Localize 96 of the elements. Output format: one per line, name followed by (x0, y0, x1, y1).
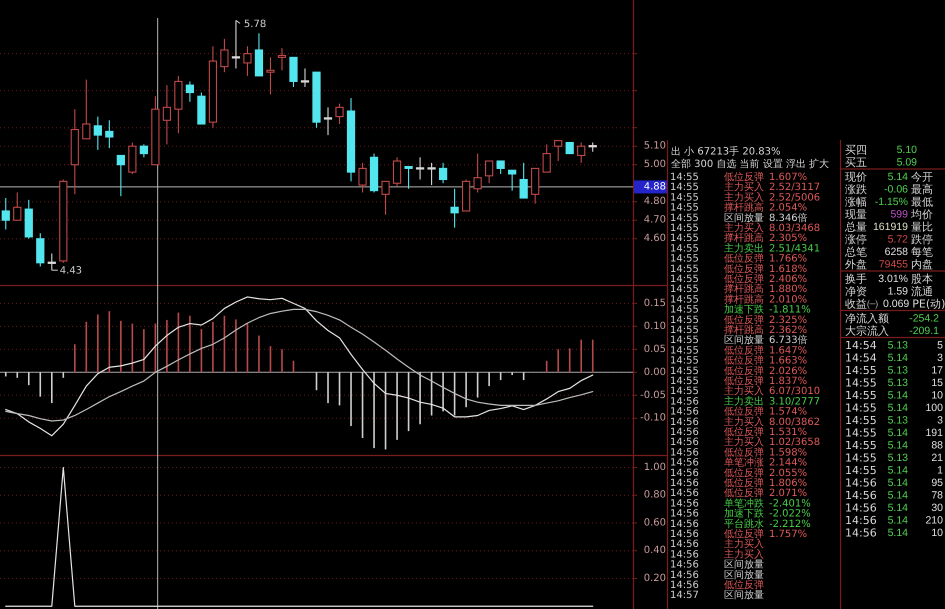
text: 总笔 6258 每笔 (845, 246, 933, 258)
text: 总量 161919 量比 (844, 220, 933, 234)
ref-line-label: 4.88 (644, 181, 666, 192)
text: 现量 599 均价 (845, 208, 933, 221)
annotation: 5.78 (244, 18, 266, 30)
text: 买五 5.09 (845, 156, 917, 169)
text: 14:55 加速下跌 -1.811% (670, 304, 811, 316)
text: 14:55 主力卖出 2.51/4341 (670, 243, 820, 254)
text: 14:56 5.14 95 (845, 476, 943, 490)
y-tick-label: 5.10 (644, 140, 666, 152)
text: 14:56 低位反弹 1.598% (670, 447, 808, 458)
text: 14:55 5.13 17 (845, 364, 943, 377)
text: 外盘 79455 内盘 (845, 258, 933, 271)
text: 换手 3.01% 股本 (845, 272, 933, 286)
text: 14:56 单笔冲跌 -2.401% (670, 498, 811, 510)
text: 14:56 低位反弹 2.055% (670, 468, 808, 479)
text: 14:56 主力买入 1.02/3658 (670, 437, 820, 448)
text: 14:55 5.13 15 (845, 376, 943, 390)
text: 14:56 低位反弹 (670, 580, 764, 591)
text: 14:56 低位反弹 1.574% (670, 406, 808, 418)
text: 14:55 5.13 21 (845, 452, 943, 464)
text: 14:55 低位反弹 1.766% (670, 254, 808, 265)
text: 收益㈠ 0.069 PE(动) (845, 298, 945, 310)
text: 14:55 低位反弹 1.607% (670, 172, 808, 183)
text: 14:56 加速下跌 -2.022% (670, 508, 811, 520)
text: 14:55 撑杆跳高 1.880% (670, 284, 808, 296)
y-tick-label: 0.60 (644, 517, 666, 528)
text: 14:56 主力买入 (670, 539, 764, 550)
text: 14:54 5.14 3 (845, 352, 943, 364)
text: 涨停 5.72 跌停 (845, 233, 933, 246)
text: 出 小 67213手 20.83% (671, 146, 780, 158)
text: 14:56 低位反弹 1.531% (670, 427, 808, 438)
y-tick-label: 0.15 (644, 298, 666, 309)
annotation: 4.43 (51, 266, 82, 277)
text: 14:55 撑杆跳高 2.305% (670, 233, 808, 244)
text: 14:55 区间放量 8.346倍 (670, 212, 808, 224)
text: 14:55 低位反弹 2.406% (670, 274, 808, 285)
text: 涨跌 -0.06 最高 (845, 183, 933, 196)
text: 14:55 低位反弹 1.837% (670, 376, 808, 387)
y-tick-label: -0.10 (640, 412, 666, 424)
text: 全部 300 自选 当前 设置 浮出 扩大 (671, 158, 830, 170)
text: 14:55 5.14 10 (845, 389, 943, 402)
y-tick-label: 5.00 (644, 159, 666, 170)
text: 14:56 5.14 210 (845, 514, 943, 527)
text: 14:56 区间放量 (670, 560, 764, 571)
text: 14:55 低位反弹 1.618% (670, 264, 808, 275)
text: 14:55 低位反弹 2.325% (670, 314, 808, 326)
text: 14:56 5.14 10 (845, 526, 943, 540)
text: 14:57 区间放量 (670, 590, 764, 602)
text: 14:56 主力买入 (670, 549, 764, 560)
text: 14:55 撑杆跳高 2.010% (670, 294, 808, 306)
annotation: 4.43 (60, 266, 82, 277)
text: 14:55 低位反弹 1.647% (670, 345, 808, 356)
text: 14:56 5.14 78 (845, 489, 943, 502)
text: 涨幅 -1.15% 最低 (845, 196, 933, 208)
y-tick-label: -0.05 (640, 390, 666, 401)
text: 14:56 低位反弹 1.806% (670, 478, 808, 489)
text: 14:55 撑杆跳高 2.362% (670, 325, 808, 336)
y-tick-label: 0.10 (644, 320, 666, 332)
text: 14:56 5.14 30 (845, 502, 943, 514)
text: 14:55 主力买入 2.52/5006 (670, 192, 820, 204)
text: 14:55 低位反弹 2.026% (670, 366, 808, 377)
text: 14:55 主力买入 2.52/3117 (670, 182, 820, 194)
text: 14:56 单笔冲涨 2.144% (670, 458, 808, 469)
text: 14:56 主力卖出 3.10/2777 (670, 396, 820, 408)
text: 14:56 平台跳水 -2.212% (670, 518, 811, 530)
text: 14:55 撑杆跳高 2.054% (670, 202, 808, 214)
text: 14:55 5.14 100 (845, 402, 943, 414)
y-tick-label: 1.00 (644, 462, 666, 473)
y-tick-label: 4.70 (644, 214, 666, 226)
text: 14:55 5.14 191 (845, 426, 943, 440)
text: 14:55 区间放量 6.733倍 (670, 335, 808, 346)
text: 14:55 5.14 1 (845, 464, 943, 477)
text: 14:56 主力买入 8.00/3862 (670, 416, 820, 428)
text: 净流入额 -254.2 (845, 312, 939, 325)
text: 14:55 5.14 88 (845, 439, 943, 452)
text: 14:55 主力买入 6.07/3010 (670, 386, 820, 398)
text: 14:55 5.13 3 (845, 414, 943, 427)
y-tick-label: 4.80 (644, 196, 666, 208)
y-tick-label: 0.80 (644, 490, 666, 501)
y-tick-label: 4.60 (644, 233, 666, 244)
text: 净资 1.59 流通 (845, 285, 933, 298)
y-tick-label: 0.00 (644, 366, 666, 378)
y-tick-label: 0.05 (644, 344, 666, 355)
y-tick-label: 0.40 (644, 545, 666, 556)
text: 现价 5.14 今开 (845, 170, 933, 184)
y-tick-label: 0.20 (644, 572, 666, 584)
text: 14:56 区间放量 (670, 570, 764, 581)
text: 14:55 低位反弹 1.663% (670, 356, 808, 367)
text: 14:55 主力买入 8.03/3468 (670, 223, 820, 234)
text: 14:56 低位反弹 2.071% (670, 488, 808, 500)
annotation: 5.78 (235, 18, 266, 30)
text: 买四 5.10 (845, 144, 917, 156)
text: 14:56 低位反弹 1.757% (670, 529, 808, 540)
text: 大宗流入 -209.1 (845, 324, 939, 338)
text: 14:54 5.13 5 (845, 339, 943, 352)
